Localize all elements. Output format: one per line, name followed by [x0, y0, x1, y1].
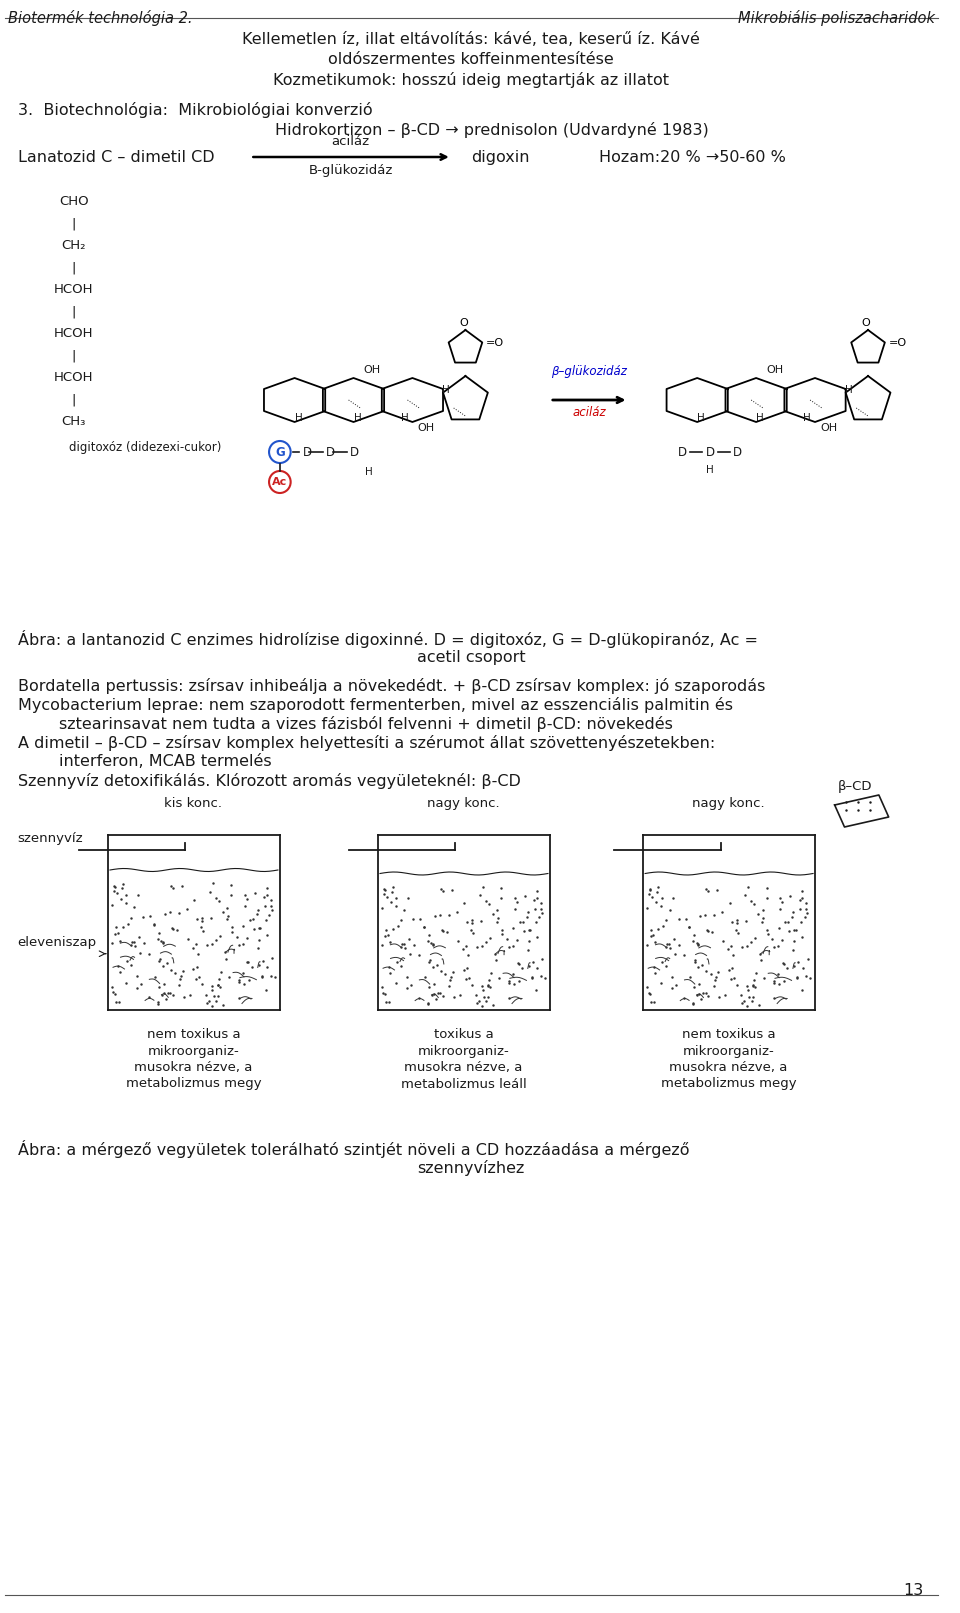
Text: H: H	[706, 465, 714, 474]
Text: nagy konc.: nagy konc.	[692, 797, 765, 810]
Text: CHO: CHO	[59, 195, 88, 208]
Text: szennyvízhez: szennyvízhez	[418, 1160, 525, 1176]
Text: CH₂: CH₂	[61, 239, 85, 252]
Text: toxikus a
mikroorganiz-
musokra nézve, a
metabolizmus leáll: toxikus a mikroorganiz- musokra nézve, a…	[400, 1027, 526, 1090]
Text: |: |	[71, 394, 76, 406]
Text: eleveniszap: eleveniszap	[17, 936, 97, 948]
Text: aciláz: aciláz	[572, 406, 606, 419]
Text: Mikrobiális poliszacharidok: Mikrobiális poliszacharidok	[738, 10, 935, 26]
Text: OH: OH	[418, 423, 435, 432]
Text: OH: OH	[766, 365, 783, 374]
Text: A dimetil – β-CD – zsírsav komplex helyettesíti a szérumot állat szövettenyészet: A dimetil – β-CD – zsírsav komplex helye…	[17, 736, 715, 752]
Text: Hidrokortizon – β-CD → prednisolon (Udvardyné 1983): Hidrokortizon – β-CD → prednisolon (Udva…	[275, 123, 708, 139]
Text: H: H	[295, 413, 302, 423]
Text: G: G	[275, 445, 285, 458]
Text: O: O	[459, 318, 468, 327]
Text: Kellemetlen íz, illat eltávolítás: kávé, tea, keserű íz. Kávé: Kellemetlen íz, illat eltávolítás: kávé,…	[242, 32, 700, 47]
Text: H: H	[442, 386, 449, 395]
Text: interferon, MCAB termelés: interferon, MCAB termelés	[17, 753, 272, 769]
Text: oldószermentes koffeinmentesítése: oldószermentes koffeinmentesítése	[328, 52, 614, 68]
Text: HCOH: HCOH	[54, 327, 93, 340]
Text: Lanatozid C – dimetil CD: Lanatozid C – dimetil CD	[17, 150, 214, 165]
Text: 3.  Biotechnológia:  Mikrobiológiai konverzió: 3. Biotechnológia: Mikrobiológiai konver…	[17, 102, 372, 118]
Text: Biotermék technológia 2.: Biotermék technológia 2.	[8, 10, 192, 26]
Text: Kozmetikumok: hosszú ideig megtartják az illatot: Kozmetikumok: hosszú ideig megtartják az…	[274, 73, 669, 89]
Text: digitoxóz (didezexi-cukor): digitoxóz (didezexi-cukor)	[69, 440, 221, 453]
Text: =O: =O	[889, 339, 907, 348]
Text: =O: =O	[486, 339, 504, 348]
Text: |: |	[71, 218, 76, 231]
Text: β–glükozidáz: β–glükozidáz	[551, 365, 627, 377]
Text: D: D	[678, 445, 687, 458]
Text: O: O	[862, 318, 871, 327]
Text: H: H	[353, 413, 361, 423]
Text: Ac: Ac	[273, 477, 287, 487]
Text: 13: 13	[902, 1582, 923, 1598]
Text: szennyvíz: szennyvíz	[17, 832, 84, 845]
Text: H: H	[697, 413, 705, 423]
Text: nem toxikus a
mikroorganiz-
musokra nézve, a
metabolizmus megy: nem toxikus a mikroorganiz- musokra nézv…	[660, 1027, 797, 1090]
Text: H: H	[804, 413, 811, 423]
Text: B-glükozidáz: B-glükozidáz	[308, 165, 393, 177]
Text: Ábra: a lantanozid C enzimes hidrolízise digoxinné. D = digitoxóz, G = D-glükopi: Ábra: a lantanozid C enzimes hidrolízise…	[17, 631, 757, 648]
Text: Ábra: a mérgező vegyületek tolerálható szintjét növeli a CD hozzáadása a mérgező: Ábra: a mérgező vegyületek tolerálható s…	[17, 1140, 689, 1158]
Text: digoxin: digoxin	[471, 150, 530, 165]
Text: Bordatella pertussis: zsírsav inhibeálja a növekedédt. + β-CD zsírsav komplex: j: Bordatella pertussis: zsírsav inhibeálja…	[17, 677, 765, 694]
Text: Mycobacterium leprae: nem szaporodott fermenterben, mivel az esszenciális palmit: Mycobacterium leprae: nem szaporodott fe…	[17, 697, 732, 713]
Text: |: |	[71, 261, 76, 274]
Text: CH₃: CH₃	[61, 415, 85, 427]
Text: D: D	[350, 445, 359, 458]
Text: H: H	[400, 413, 408, 423]
Text: acetil csoport: acetil csoport	[417, 650, 526, 665]
Text: kis konc.: kis konc.	[164, 797, 223, 810]
Text: β–CD: β–CD	[838, 781, 872, 794]
Text: H: H	[756, 413, 764, 423]
Text: |: |	[71, 305, 76, 318]
Text: H: H	[366, 468, 373, 477]
Text: nagy konc.: nagy konc.	[427, 797, 500, 810]
Text: D: D	[326, 445, 335, 458]
Text: H: H	[845, 386, 852, 395]
Text: HCOH: HCOH	[54, 371, 93, 384]
Text: aciláz: aciláz	[331, 135, 370, 148]
Text: sztearinsavat nem tudta a vizes fázisból felvenni + dimetil β-CD: növekedés: sztearinsavat nem tudta a vizes fázisból…	[17, 716, 673, 732]
Text: Szennyvíz detoxifikálás. Klórozott aromás vegyületeknél: β-CD: Szennyvíz detoxifikálás. Klórozott aromá…	[17, 773, 520, 789]
Text: D: D	[706, 445, 714, 458]
Text: OH: OH	[363, 365, 380, 374]
Text: HCOH: HCOH	[54, 282, 93, 297]
Text: Hozam:20 % →50-60 %: Hozam:20 % →50-60 %	[599, 150, 786, 165]
Text: D: D	[732, 445, 742, 458]
Text: D: D	[302, 445, 312, 458]
Text: OH: OH	[820, 423, 837, 432]
Text: nem toxikus a
mikroorganiz-
musokra nézve, a
metabolizmus megy: nem toxikus a mikroorganiz- musokra nézv…	[126, 1027, 261, 1090]
Text: |: |	[71, 348, 76, 361]
